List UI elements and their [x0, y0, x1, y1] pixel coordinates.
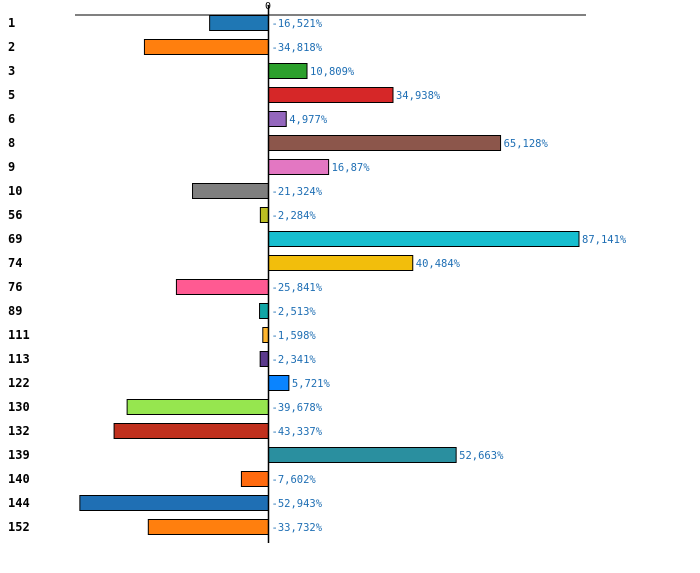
value-label: -2,513%: [272, 306, 317, 318]
category-label: 56: [8, 208, 22, 222]
category-label: 1: [8, 16, 15, 30]
category-label: 2: [8, 40, 15, 54]
bar-111: [262, 327, 270, 343]
bar-56: [259, 207, 269, 223]
category-label: 139: [8, 448, 30, 462]
value-label: -2,341%: [272, 354, 317, 366]
bars-group: 1 -16,521% 2 -34,818% 3 10,809% 5 34,938% 6 4,977…: [8, 15, 627, 535]
value-label: -21,324%: [272, 186, 323, 198]
bar-144: [79, 495, 270, 511]
category-label: 89: [8, 304, 22, 318]
bar-69: [268, 231, 580, 247]
category-label: 76: [8, 280, 22, 294]
category-label: 74: [8, 256, 22, 270]
bar-130: [126, 399, 269, 415]
bar-5: [268, 87, 394, 103]
value-label: -2,284%: [272, 210, 317, 222]
value-label: -1,598%: [272, 330, 317, 342]
category-label: 3: [8, 64, 15, 78]
value-label: -7,602%: [272, 474, 317, 486]
category-label: 113: [8, 352, 30, 366]
value-label: -25,841%: [272, 282, 323, 294]
category-label: 6: [8, 112, 15, 126]
value-label: -16,521%: [272, 18, 323, 30]
bar-9: [268, 159, 330, 175]
bar-3: [268, 63, 308, 79]
bar-152: [147, 519, 270, 535]
value-label: 10,809%: [310, 66, 355, 78]
value-label: 87,141%: [582, 234, 627, 246]
bar-2: [143, 39, 269, 55]
category-label: 144: [8, 496, 30, 510]
value-label: -39,678%: [272, 402, 323, 414]
category-label: 132: [8, 424, 30, 438]
category-label: 5: [8, 88, 15, 102]
category-label: 140: [8, 472, 30, 486]
bar-139: [268, 447, 457, 463]
value-label: 16,87%: [332, 162, 371, 174]
bar-113: [259, 351, 269, 367]
category-label: 122: [8, 376, 30, 390]
category-label: 69: [8, 232, 22, 246]
bar-122: [268, 375, 290, 391]
value-label: 4,977%: [289, 114, 328, 126]
category-label: 130: [8, 400, 30, 414]
bar-74: [268, 255, 414, 271]
category-label: 9: [8, 160, 15, 174]
category-label: 8: [8, 136, 15, 150]
category-label: 111: [8, 328, 30, 342]
bar-140: [240, 471, 270, 487]
value-label: -33,732%: [272, 522, 323, 534]
bar-6: [268, 111, 287, 127]
value-label: -34,818%: [272, 42, 323, 54]
bar-132: [113, 423, 270, 439]
value-label: 5,721%: [292, 378, 331, 390]
bar-10: [192, 183, 269, 199]
category-label: 10: [8, 184, 22, 198]
value-label: 40,484%: [416, 258, 461, 270]
value-label: -52,943%: [272, 498, 323, 510]
bar-76: [175, 279, 269, 295]
value-label: 34,938%: [396, 90, 441, 102]
bar-8: [268, 135, 502, 151]
category-label: 152: [8, 520, 30, 534]
value-label: -43,337%: [272, 426, 323, 438]
value-label: 65,128%: [504, 138, 549, 150]
bar-1: [209, 15, 269, 31]
value-label: 52,663%: [459, 450, 504, 462]
bar-89: [259, 303, 270, 319]
